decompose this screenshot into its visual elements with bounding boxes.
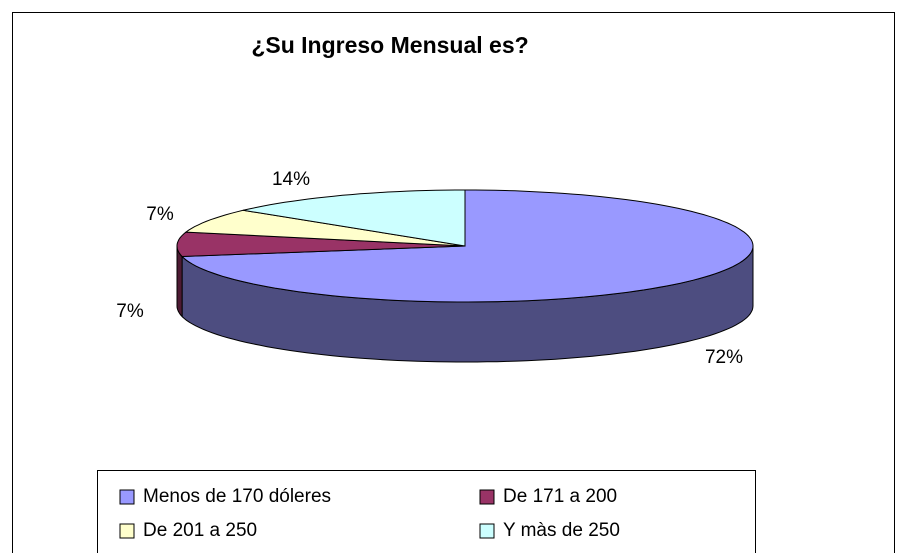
legend-swatch <box>479 523 495 539</box>
pie-slice <box>176 231 466 258</box>
pie-slice <box>242 189 466 247</box>
data-label: 14% <box>272 169 310 190</box>
data-label: 7% <box>116 301 144 322</box>
legend-label: Y màs de 250 <box>503 520 620 541</box>
data-label: 72% <box>705 347 743 368</box>
legend-label: Menos de 170 dóleres <box>143 486 331 507</box>
legend-label: De 171 a 200 <box>503 486 617 507</box>
legend-swatch <box>479 489 495 505</box>
legend-box <box>97 470 756 553</box>
pie-slice <box>180 189 754 303</box>
data-label: 7% <box>146 204 174 225</box>
pie-side <box>176 245 183 318</box>
chart-title: ¿Su Ingreso Mensual es? <box>251 32 528 58</box>
legend-swatch <box>119 523 135 539</box>
legend-swatch <box>119 489 135 505</box>
legend-label: De 201 a 250 <box>143 520 257 541</box>
pie-slice <box>184 209 466 247</box>
